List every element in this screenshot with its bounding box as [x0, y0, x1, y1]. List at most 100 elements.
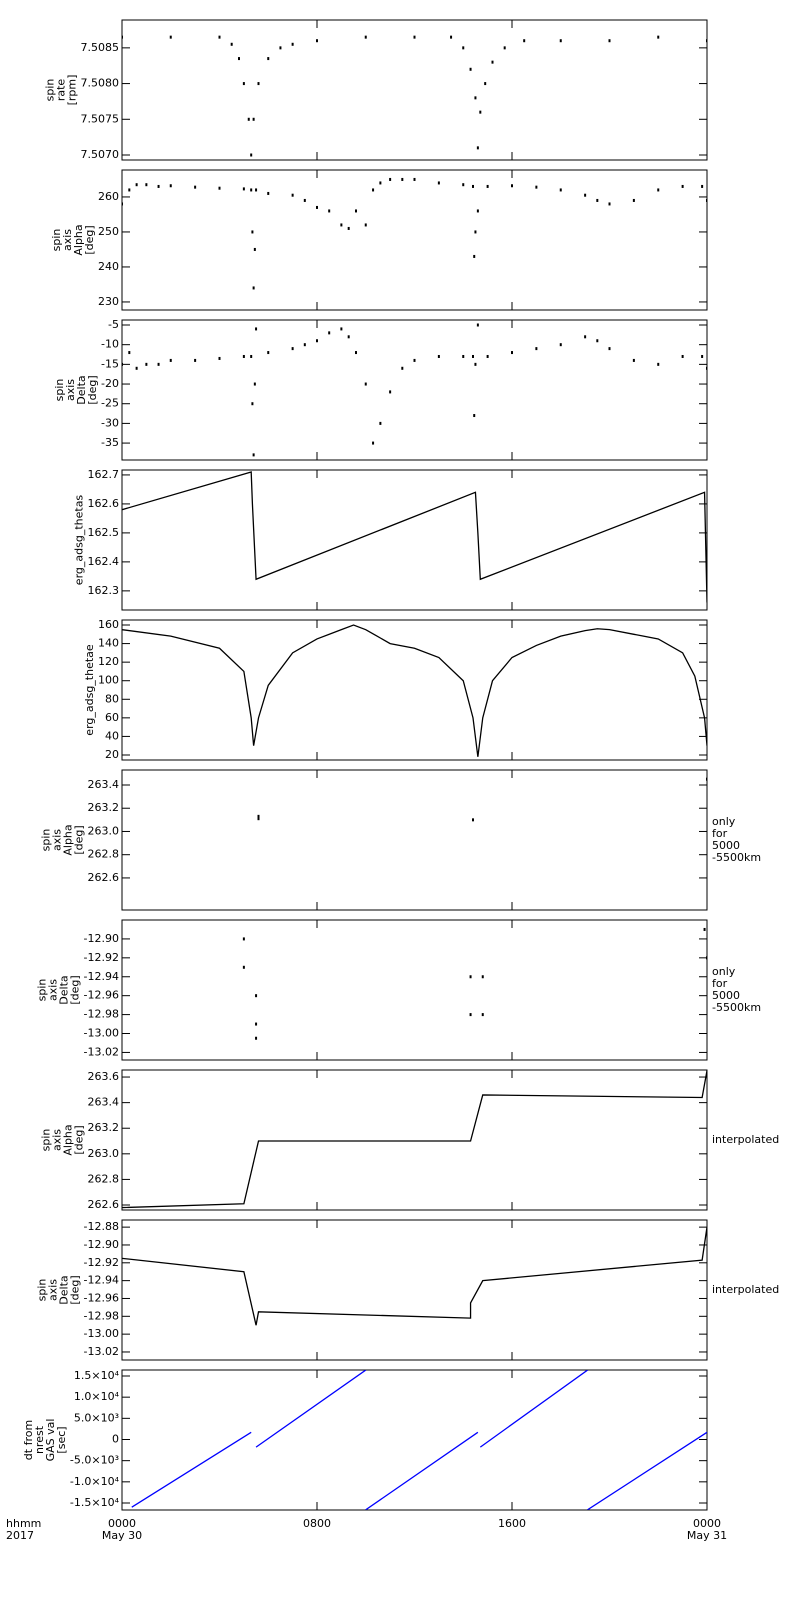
- data-point: [157, 184, 160, 188]
- date-label: May 31: [687, 1529, 727, 1542]
- data-point: [218, 35, 221, 39]
- data-point: [247, 117, 250, 121]
- data-point: [472, 818, 474, 822]
- data-point: [255, 327, 258, 331]
- data-point: [657, 362, 660, 366]
- y-axis-label: axis: [51, 829, 64, 851]
- data-point: [364, 382, 367, 386]
- panel-frame: [121, 1219, 708, 1361]
- panel-note: -5500km: [712, 1001, 761, 1014]
- y-tick-label: 263.2: [88, 1121, 120, 1134]
- y-axis-label: axis: [61, 229, 74, 251]
- y-axis-label: [deg]: [73, 1125, 86, 1154]
- data-point: [706, 777, 707, 781]
- y-tick-label: -12.96: [84, 989, 119, 1002]
- panel: 1.5×10⁴ 1.0×10⁴ 5.0×10³ 0 -5.0×10³ -1.0×10⁴ -1…: [6, 1369, 727, 1542]
- data-layer: [131, 1370, 707, 1510]
- date-label: May 30: [102, 1529, 142, 1542]
- y-tick-label: 250: [98, 225, 119, 238]
- y-axis-label: Alpha: [62, 824, 75, 855]
- y-axis-label: spin: [40, 1129, 53, 1152]
- data-point: [632, 358, 635, 362]
- data-point: [389, 177, 392, 181]
- data-point: [486, 354, 489, 358]
- data-point: [473, 254, 476, 258]
- data-point: [481, 975, 484, 979]
- data-point: [474, 362, 477, 366]
- y-axis-label: [rpm]: [66, 75, 79, 106]
- y-tick-label: 120: [98, 655, 119, 668]
- y-axis-label: dt from: [22, 1420, 35, 1460]
- y-axis-label: erg_adsg_thetae: [83, 644, 96, 736]
- data-point: [255, 1022, 258, 1026]
- y-tick-label: 160: [98, 618, 119, 631]
- data-point: [169, 184, 172, 188]
- data-point: [681, 354, 684, 358]
- y-axis-label: spin: [40, 829, 53, 852]
- data-point: [486, 184, 489, 188]
- panel-frame: [121, 469, 708, 611]
- y-tick-label: -25: [101, 397, 119, 410]
- y-axis-label: spin: [50, 229, 63, 252]
- data-point: [472, 354, 474, 358]
- data-point: [255, 994, 258, 998]
- y-tick-label: 263.6: [88, 1070, 120, 1083]
- data-point: [242, 82, 245, 86]
- y-axis-label: spin: [53, 379, 66, 402]
- data-point: [194, 358, 197, 362]
- data-point: [328, 209, 331, 213]
- data-point: [316, 205, 318, 209]
- data-point: [596, 198, 599, 202]
- data-point: [316, 339, 318, 343]
- data-point: [632, 198, 635, 202]
- data-point: [401, 177, 404, 181]
- data-point: [253, 247, 256, 251]
- data-point: [128, 351, 131, 355]
- data-point: [476, 209, 479, 213]
- data-point: [250, 354, 253, 358]
- data-point: [347, 335, 350, 339]
- y-tick-label: -12.98: [84, 1008, 119, 1021]
- y-axis-label: spin: [36, 979, 49, 1002]
- y-tick-label: 263.0: [88, 824, 120, 837]
- data-point: [372, 441, 375, 445]
- data-point: [355, 209, 357, 213]
- data-point: [473, 414, 476, 418]
- data-layer: [122, 1227, 707, 1326]
- data-point: [706, 366, 707, 370]
- data-point: [379, 421, 382, 425]
- panel-note: only: [712, 965, 736, 978]
- y-tick-label: -35: [101, 436, 119, 449]
- data-point: [372, 188, 375, 192]
- data-point: [481, 1013, 484, 1017]
- y-tick-label: 230: [98, 295, 119, 308]
- y-tick-label: 263.4: [88, 778, 120, 791]
- y-tick-label: 1.5×10⁴: [74, 1369, 120, 1382]
- data-point: [255, 1036, 258, 1040]
- data-point: [511, 184, 513, 188]
- panel-note: 5000: [712, 989, 740, 1002]
- panel-note: interpolated: [712, 1133, 779, 1146]
- data-point: [257, 817, 260, 821]
- y-tick-label: -20: [101, 377, 119, 390]
- data-point: [559, 188, 562, 192]
- y-tick-label: 7.5070: [81, 148, 120, 161]
- y-tick-label: -12.88: [84, 1220, 119, 1233]
- data-point: [135, 183, 138, 187]
- y-tick-label: 263.2: [88, 801, 120, 814]
- data-point: [401, 366, 404, 370]
- data-layer: [122, 177, 707, 290]
- y-axis-label: Delta: [75, 375, 88, 404]
- data-point: [303, 198, 306, 202]
- data-point: [706, 956, 707, 960]
- data-point: [476, 323, 479, 327]
- y-tick-label: -13.02: [84, 1345, 119, 1358]
- data-point: [157, 362, 160, 366]
- data-point: [230, 42, 233, 46]
- y-tick-label: 262.8: [88, 848, 120, 861]
- y-tick-label: 60: [105, 711, 119, 724]
